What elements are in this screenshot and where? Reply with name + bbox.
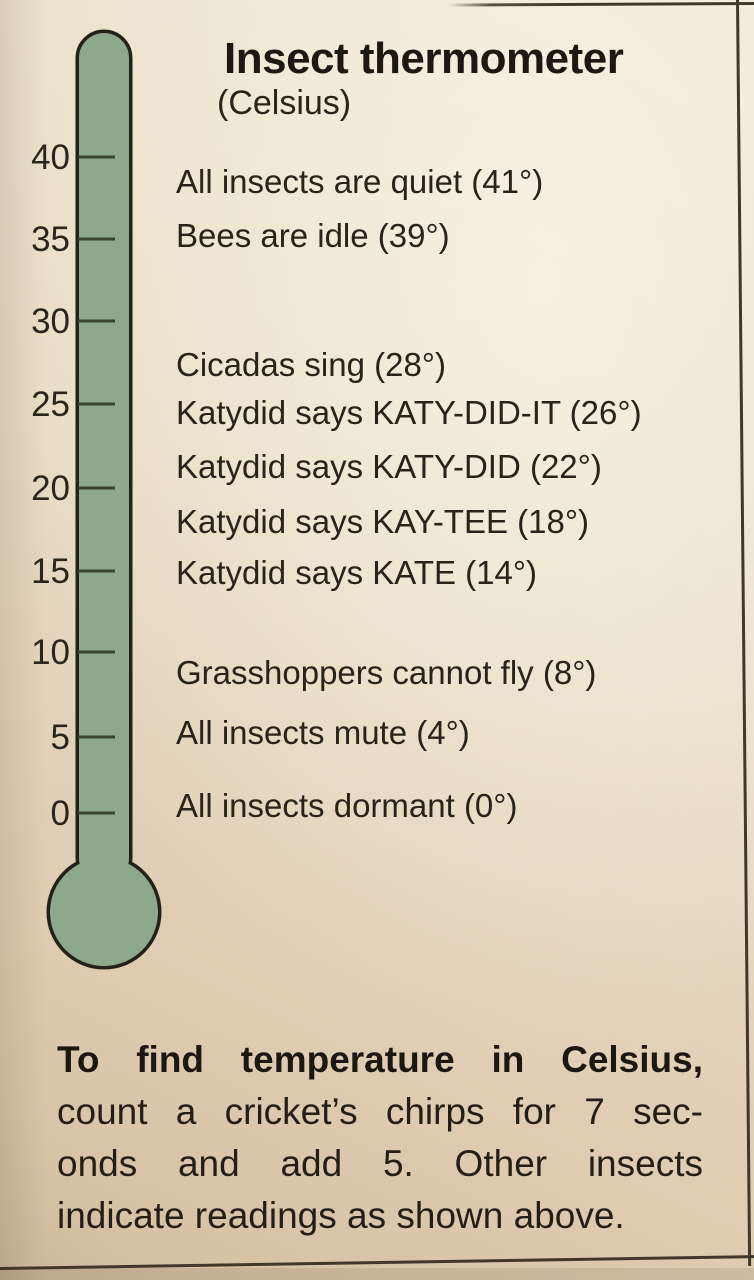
scale-label-40: 40 bbox=[31, 138, 70, 177]
scale-label-35: 35 bbox=[31, 220, 70, 259]
annotation-dormant-0: All insects dormant (0°) bbox=[176, 787, 518, 824]
annotation-katydid-22: Katydid says KATY-DID (22°) bbox=[176, 448, 602, 485]
scale-label-5: 5 bbox=[50, 718, 70, 757]
thermometer-bulb-fill bbox=[50, 858, 158, 966]
annotation-katydid-18: Katydid says KAY-TEE (18°) bbox=[176, 503, 590, 540]
scale-label-20: 20 bbox=[31, 469, 70, 508]
footer-line-4: indicate readings as shown above. bbox=[57, 1195, 625, 1236]
footer-paragraph: To find temperature in Celsius, count a … bbox=[57, 1034, 703, 1242]
footer-line-2: count a cricket’s chirps for 7 sec- bbox=[57, 1091, 703, 1132]
scale-label-30: 30 bbox=[31, 302, 70, 341]
footer-line-3: onds and add 5. Other insects bbox=[57, 1143, 703, 1184]
annotation-katydid-14: Katydid says KATE (14°) bbox=[176, 554, 538, 591]
footer-line-1: To find temperature in Celsius, bbox=[57, 1039, 703, 1080]
figure-title: Insect thermometer bbox=[224, 34, 624, 83]
annotation-katydid-26: Katydid says KATY-DID-IT (26°) bbox=[176, 394, 642, 431]
figure-subtitle: (Celsius) bbox=[217, 84, 352, 122]
thermometer-tube-fill bbox=[79, 33, 129, 883]
page-edge-shadow bbox=[0, 1268, 754, 1280]
annotation-bees-39: Bees are idle (39°) bbox=[176, 217, 450, 254]
annotation-cicadas-28: Cicadas sing (28°) bbox=[176, 346, 446, 383]
annotation-grasshoppers-8: Grasshoppers cannot fly (8°) bbox=[176, 654, 597, 691]
scale-label-15: 15 bbox=[31, 552, 70, 591]
scale-label-10: 10 bbox=[31, 633, 70, 672]
annotation-mute-4: All insects mute (4°) bbox=[176, 714, 470, 751]
scale-label-0: 0 bbox=[50, 794, 70, 833]
scale-label-25: 25 bbox=[31, 385, 70, 424]
annotation-quiet-41: All insects are quiet (41°) bbox=[176, 163, 544, 200]
